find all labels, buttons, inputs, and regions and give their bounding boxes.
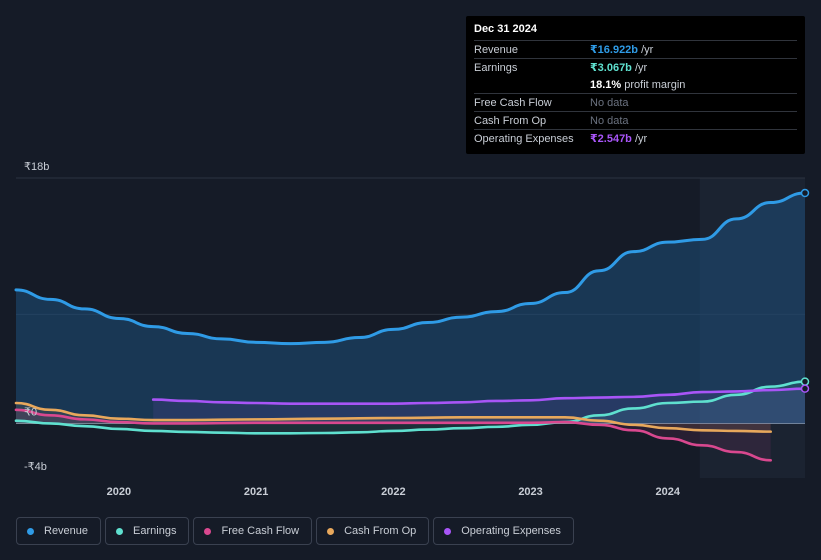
- series-line: [14, 408, 772, 462]
- legend-item[interactable]: Operating Expenses: [433, 517, 574, 545]
- tooltip-row-value: ₹3.067b /yr: [590, 62, 648, 74]
- y-tick-label: ₹18b: [24, 161, 49, 173]
- tooltip-row-label: Cash From Op: [474, 114, 547, 127]
- label-layer: ₹18b ₹0 -₹4b 2020 2021 2022 2023 2024: [24, 161, 681, 498]
- tooltip-row-label: Operating Expenses: [474, 132, 574, 145]
- tooltip-row-value: ₹2.547b /yr: [590, 133, 648, 145]
- series-line: [151, 387, 807, 405]
- legend-dot-icon: [27, 527, 34, 535]
- tooltip-date: Dec 31 2024: [474, 23, 537, 35]
- x-tick-label: 2021: [244, 486, 268, 498]
- legend-label: Revenue: [44, 525, 89, 537]
- tooltip-rows: Revenue ₹16.922b /yr Earnings ₹3.067b /yr 18…: [474, 40, 797, 147]
- series-end-point: [800, 384, 810, 393]
- tooltip-row: Cash From Op No data: [474, 111, 797, 129]
- line-layer: [14, 188, 810, 462]
- legend-label: Cash From Op: [344, 525, 417, 537]
- series-line: [14, 401, 772, 433]
- series-line: [14, 191, 807, 346]
- tooltip-row: Free Cash Flow No data: [474, 93, 797, 111]
- x-tick-label: 2022: [381, 486, 405, 498]
- legend-label: Operating Expenses: [461, 525, 561, 537]
- tooltip-row-value: 18.1% profit margin: [590, 78, 686, 91]
- tooltip-row-label: Earnings: [474, 61, 518, 74]
- legend-dot-icon: [444, 527, 452, 535]
- y-tick-label: ₹0: [24, 406, 37, 418]
- series-area: [16, 403, 771, 432]
- tooltip-row-label: Revenue: [474, 43, 519, 56]
- chart-legend: Revenue Earnings Free Cash Flow Cash From O…: [16, 517, 574, 547]
- tooltip-row: Revenue ₹16.922b /yr: [474, 40, 797, 58]
- series-line: [14, 380, 807, 435]
- tooltip-row: Earnings ₹3.067b /yr: [474, 58, 797, 76]
- series-end-point: [800, 188, 810, 198]
- series-area: [16, 193, 805, 424]
- x-tick-label: 2024: [656, 486, 681, 498]
- x-tick-label: 2023: [518, 486, 542, 498]
- legend-label: Free Cash Flow: [221, 525, 300, 537]
- tooltip-row-value: No data: [590, 96, 629, 109]
- legend-item[interactable]: Revenue: [16, 517, 102, 545]
- tooltip-row: Operating Expenses ₹2.547b /yr: [474, 129, 797, 147]
- legend-dot-icon: [204, 527, 212, 535]
- legend-item[interactable]: Earnings: [105, 517, 190, 545]
- legend-item[interactable]: Free Cash Flow: [193, 517, 313, 545]
- tooltip-row-value: No data: [590, 114, 629, 127]
- legend-dot-icon: [327, 527, 335, 535]
- series-end-point: [800, 377, 810, 386]
- legend-item[interactable]: Cash From Op: [316, 517, 430, 545]
- tooltip-row-label: Free Cash Flow: [474, 96, 552, 109]
- tooltip-row-value: ₹16.922b /yr: [590, 44, 654, 56]
- y-tick-label: -₹4b: [24, 461, 47, 473]
- data-tooltip: Dec 31 2024 Revenue ₹16.922b /yr Earnings ₹…: [466, 16, 805, 154]
- x-tick-label: 2020: [107, 486, 131, 498]
- tooltip-row: 18.1% profit margin: [474, 76, 797, 93]
- legend-dot-icon: [116, 527, 124, 535]
- legend-label: Earnings: [133, 525, 177, 537]
